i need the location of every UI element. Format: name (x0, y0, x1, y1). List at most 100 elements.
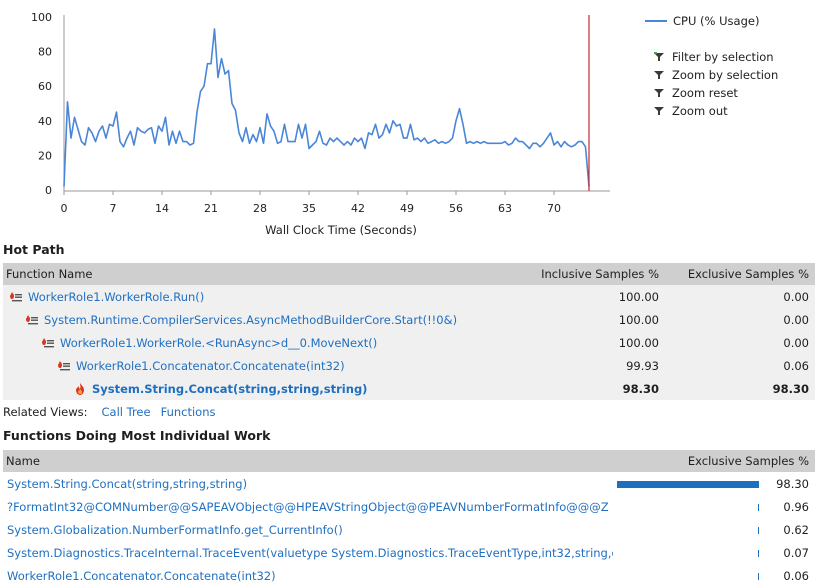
cpu-chart-svg[interactable]: 0 20 40 60 80 100 0 7 14 21 28 35 42 49 56 63 70 Wall Clo… (0, 0, 640, 240)
legend-entry-cpu: CPU (% Usage) (645, 12, 778, 30)
exclusive-samples-bar-cell (613, 570, 763, 582)
exclusive-samples-value: 0.07 (783, 545, 809, 560)
column-function-name[interactable]: Function Name (6, 267, 93, 281)
y-tick-label: 100 (31, 11, 52, 24)
cpu-usage-chart[interactable]: 0 20 40 60 80 100 0 7 14 21 28 35 42 49 56 63 70 Wall Clo… (0, 0, 818, 240)
column-name[interactable]: Name (6, 454, 40, 468)
most-work-function-link[interactable]: System.Globalization.NumberFormatInfo.ge… (7, 522, 343, 537)
hot-path-header: Function Name Inclusive Samples % Exclus… (3, 263, 815, 285)
chart-actions: Filter by selection Zoom by selection Zo… (645, 48, 778, 120)
zoom-by-selection-label: Zoom by selection (672, 68, 779, 82)
filter-plus-icon (654, 52, 664, 61)
exclusive-samples-value: 0.96 (783, 499, 809, 514)
exclusive-samples-bar-cell (613, 501, 763, 513)
column-exclusive-samples[interactable]: Exclusive Samples % (687, 454, 809, 468)
x-tick-label: 42 (351, 202, 365, 215)
most-work-header: Name Exclusive Samples % (3, 450, 815, 472)
most-work-body: System.String.Concat(string,string,strin… (3, 472, 815, 587)
call-tree-link[interactable]: Call Tree (101, 405, 151, 419)
exclusive-samples-value: 98.30 (772, 381, 809, 396)
most-work-title: Functions Doing Most Individual Work (3, 428, 271, 443)
hot-path-title: Hot Path (3, 242, 65, 257)
flame-icon (76, 382, 84, 395)
exclusive-samples-value: 98.30 (776, 476, 809, 491)
exclusive-samples-value: 0.00 (783, 335, 809, 350)
hot-path-function-cell: WorkerRole1.WorkerRole.Run() (3, 290, 519, 304)
inclusive-samples-value: 100.00 (618, 289, 659, 304)
hot-path-function-link[interactable]: WorkerRole1.Concatenator.Concatenate(int… (76, 358, 345, 373)
x-tick-label: 0 (61, 202, 68, 215)
most-work-row[interactable]: System.String.Concat(string,string,strin… (3, 472, 815, 495)
hot-path-row[interactable]: WorkerRole1.WorkerRole.Run() 100.00 0.00 (3, 285, 815, 308)
hot-path-function-cell: WorkerRole1.WorkerRole.<RunAsync>d__0.Mo… (3, 336, 519, 350)
hot-path-row[interactable]: WorkerRole1.Concatenator.Concatenate(int… (3, 354, 815, 377)
hot-path-icon (26, 314, 38, 324)
x-axis-label: Wall Clock Time (Seconds) (265, 223, 417, 237)
hot-path-function-link[interactable]: System.Runtime.CompilerServices.AsyncMet… (44, 312, 458, 327)
x-tick-label: 49 (400, 202, 414, 215)
exclusive-samples-bar-cell (613, 547, 763, 559)
x-tick-label: 21 (204, 202, 218, 215)
chart-legend: CPU (% Usage) Filter by selection Zoom b… (645, 12, 778, 120)
x-tick-label: 14 (155, 202, 169, 215)
series-line-cpu-usage (63, 28, 590, 187)
most-work-row[interactable]: System.Diagnostics.TraceInternal.TraceEv… (3, 541, 815, 564)
exclusive-samples-value: 0.00 (783, 289, 809, 304)
exclusive-samples-bar-cell (613, 524, 763, 536)
y-tick-label: 40 (38, 115, 52, 128)
zoom-by-selection-button[interactable]: Zoom by selection (645, 66, 778, 84)
related-views-label: Related Views: (3, 405, 88, 419)
hot-path-function-link[interactable]: WorkerRole1.WorkerRole.Run() (28, 289, 205, 304)
inclusive-samples-value: 100.00 (618, 335, 659, 350)
zoom-reset-label: Zoom reset (672, 86, 738, 100)
hot-path-function-cell: System.String.Concat(string,string,strin… (3, 382, 519, 396)
exclusive-samples-bar-cell (613, 478, 763, 490)
column-exclusive-samples[interactable]: Exclusive Samples % (687, 267, 809, 281)
legend-swatch-cpu (645, 20, 667, 22)
filter-by-selection-label: Filter by selection (672, 50, 774, 64)
hot-path-row[interactable]: WorkerRole1.WorkerRole.<RunAsync>d__0.Mo… (3, 331, 815, 354)
zoom-out-label: Zoom out (672, 104, 728, 118)
x-tick-label: 63 (498, 202, 512, 215)
x-tick-label: 28 (253, 202, 267, 215)
hot-path-row[interactable]: System.String.Concat(string,string,strin… (3, 377, 815, 400)
hot-path-grid: Function Name Inclusive Samples % Exclus… (3, 263, 815, 400)
funnel-icon (654, 71, 664, 79)
exclusive-samples-bar (757, 526, 759, 534)
hot-path-row[interactable]: System.Runtime.CompilerServices.AsyncMet… (3, 308, 815, 331)
y-tick-label: 60 (38, 80, 52, 93)
y-tick-label: 20 (38, 149, 52, 162)
most-work-row[interactable]: System.Globalization.NumberFormatInfo.ge… (3, 518, 815, 541)
most-work-function-link[interactable]: ?FormatInt32@COMNumber@@SAPEAVObject@@HP… (7, 499, 609, 514)
y-tick-label: 80 (38, 46, 52, 59)
funnel-icon (654, 89, 664, 97)
zoom-out-button[interactable]: Zoom out (645, 102, 778, 120)
most-work-function-link[interactable]: System.String.Concat(string,string,strin… (7, 476, 248, 491)
most-work-function-link[interactable]: System.Diagnostics.TraceInternal.TraceEv… (7, 545, 613, 560)
exclusive-samples-bar (757, 572, 759, 580)
filter-by-selection-button[interactable]: Filter by selection (645, 48, 778, 66)
functions-link[interactable]: Functions (160, 405, 216, 419)
funnel-icon (654, 107, 664, 115)
hot-path-body: WorkerRole1.WorkerRole.Run() 100.00 0.00 Sy… (3, 285, 815, 400)
most-work-function-link[interactable]: WorkerRole1.Concatenator.Concatenate(int… (7, 568, 276, 583)
x-tick-label: 70 (547, 202, 561, 215)
hot-path-function-link[interactable]: System.String.Concat(string,string,strin… (92, 381, 368, 396)
exclusive-samples-bar (757, 549, 759, 557)
inclusive-samples-value: 99.93 (626, 358, 659, 373)
column-inclusive-samples[interactable]: Inclusive Samples % (541, 267, 659, 281)
x-tick-label: 56 (449, 202, 463, 215)
most-work-row[interactable]: ?FormatInt32@COMNumber@@SAPEAVObject@@HP… (3, 495, 815, 518)
exclusive-samples-bar (617, 480, 759, 488)
exclusive-samples-bar (757, 503, 759, 511)
hot-path-function-link[interactable]: WorkerRole1.WorkerRole.<RunAsync>d__0.Mo… (60, 335, 378, 350)
legend-label-cpu: CPU (% Usage) (673, 14, 760, 28)
exclusive-samples-value: 0.06 (783, 358, 809, 373)
exclusive-samples-value: 0.62 (783, 522, 809, 537)
hot-path-icon (42, 337, 54, 347)
exclusive-samples-value: 0.00 (783, 312, 809, 327)
zoom-reset-button[interactable]: Zoom reset (645, 84, 778, 102)
most-work-row[interactable]: WorkerRole1.Concatenator.Concatenate(int… (3, 564, 815, 587)
hot-path-function-cell: System.Runtime.CompilerServices.AsyncMet… (3, 313, 519, 327)
related-views: Related Views: Call Tree Functions (3, 405, 216, 419)
